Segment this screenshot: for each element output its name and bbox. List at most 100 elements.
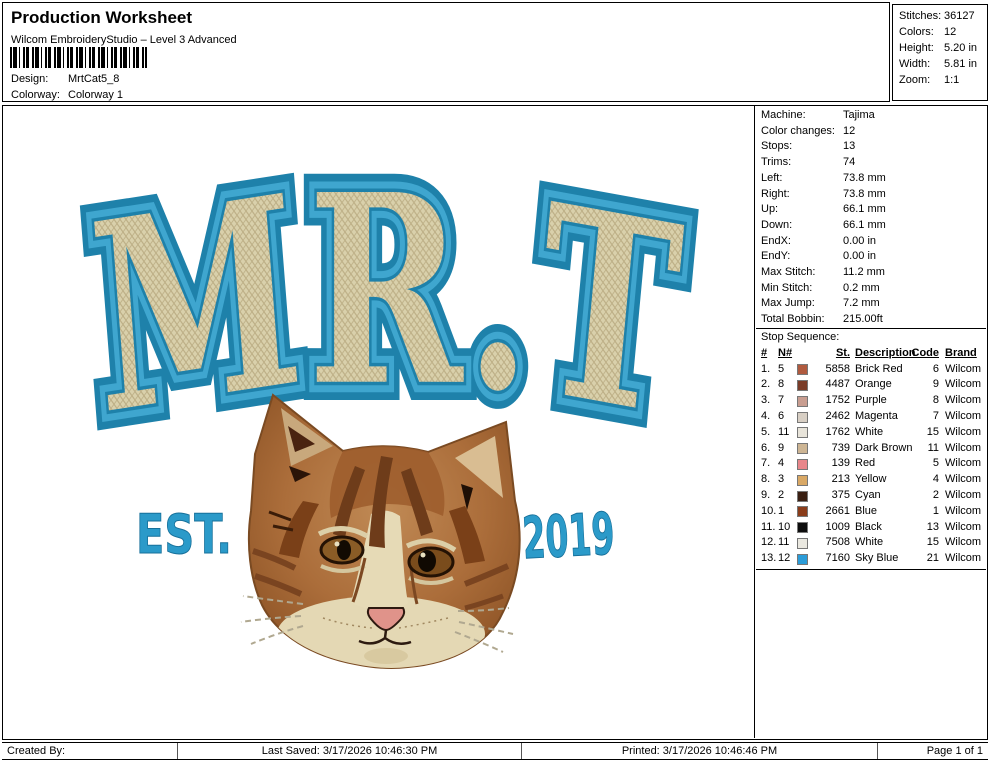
- design-stats-panel: Stitches: 36127 Colors: 12 Height: 5.20 in Wid…: [892, 4, 988, 101]
- machine-info-row-label: Stops:: [761, 140, 793, 153]
- thread-color-swatch: [797, 443, 808, 455]
- est-text: EST.: [136, 503, 232, 566]
- thread-brand: Wilcom: [945, 394, 982, 407]
- machine-panel: Machine: Tajima Color changes: 12 Stops: 13 Tr…: [756, 106, 986, 738]
- needle-number: 7: [778, 394, 785, 407]
- design-preview: MR.T MR.T MR.T MR.T EST. 2019: [3, 106, 755, 738]
- stop-sequence-row: 6. 9 739 Dark Brown 11 Wilcom: [756, 441, 986, 457]
- col-header-description: Description: [855, 346, 916, 359]
- stop-number: 8.: [761, 473, 771, 486]
- stop-sequence-row: 10. 1 2661 Blue 1 Wilcom: [756, 504, 986, 520]
- machine-info-row-value: Tajima: [843, 109, 875, 121]
- machine-info-row-label: Down:: [761, 218, 793, 231]
- stitch-count: 1009: [825, 520, 850, 533]
- thread-color-swatch: [797, 537, 808, 549]
- main-area: MR.T MR.T MR.T MR.T EST. 2019: [2, 105, 988, 740]
- thread-description: Orange: [855, 378, 892, 391]
- cat-whiskers: [240, 595, 514, 653]
- thread-code: 13: [926, 520, 939, 533]
- thread-brand: Wilcom: [945, 520, 982, 533]
- thread-color-swatch: [797, 379, 808, 391]
- thread-brand: Wilcom: [945, 489, 982, 502]
- stop-number: 3.: [761, 394, 771, 407]
- needle-number: 10: [778, 520, 791, 533]
- thread-description: Purple: [855, 394, 887, 407]
- machine-info-list: Machine: Tajima Color changes: 12 Stops: 13 Tr…: [756, 106, 986, 328]
- machine-info-row: Max Jump: 7.2 mm: [761, 296, 986, 312]
- thread-brand: Wilcom: [945, 378, 982, 391]
- machine-info-row: EndX: 0.00 in: [761, 234, 986, 250]
- colorway-row: Colorway: Colorway 1: [11, 89, 123, 101]
- thread-code: 15: [926, 425, 939, 438]
- stop-number: 9.: [761, 489, 771, 502]
- colorway-value: Colorway 1: [68, 89, 124, 101]
- thread-color-swatch: [797, 364, 808, 376]
- barcode-image: [10, 47, 147, 68]
- machine-info-row-value: 66.1 mm: [843, 218, 886, 231]
- stat-row-value: 12: [944, 26, 957, 38]
- thread-code: 15: [926, 536, 939, 549]
- thread-color-swatch: [797, 506, 808, 518]
- stat-row-label: Zoom:: [899, 74, 931, 86]
- thread-brand: Wilcom: [945, 362, 982, 375]
- machine-info-row: Machine: Tajima: [761, 108, 986, 124]
- swatch-cell: [797, 488, 814, 504]
- stop-number: 4.: [761, 410, 771, 423]
- thread-code: 5: [932, 457, 939, 470]
- stat-row-label: Colors:: [899, 26, 934, 38]
- design-value: MrtCat5_8: [68, 73, 120, 85]
- thread-description: Dark Brown: [855, 441, 913, 454]
- stitch-count: 139: [831, 457, 850, 470]
- stitch-count: 2661: [825, 504, 850, 517]
- stat-row-label: Height:: [899, 42, 934, 54]
- machine-info-row-label: Min Stitch:: [761, 281, 813, 294]
- stop-sequence-header: # N# St. Description Code Brand: [756, 346, 986, 362]
- machine-info-row-label: Right:: [761, 187, 790, 200]
- thread-description: Black: [855, 520, 882, 533]
- machine-info-row-value: 12: [843, 124, 856, 137]
- thread-brand: Wilcom: [945, 552, 982, 565]
- thread-code: 11: [927, 441, 939, 454]
- machine-info-row: Down: 66.1 mm: [761, 218, 986, 234]
- stop-sequence-row: 13. 12 7160 Sky Blue 21 Wilcom: [756, 551, 986, 567]
- machine-info-row-value: 73.8 mm: [843, 171, 886, 184]
- needle-number: 12: [778, 552, 791, 565]
- machine-info-row-value: 74: [843, 156, 856, 169]
- thread-color-swatch: [797, 395, 808, 407]
- machine-info-row-value: 66.1 mm: [843, 203, 886, 216]
- swatch-cell: [797, 551, 814, 567]
- thread-color-swatch: [797, 411, 808, 423]
- thread-description: Magenta: [855, 410, 898, 423]
- stop-sequence-row: 5. 11 1762 White 15 Wilcom: [756, 425, 986, 441]
- machine-info-row-label: Total Bobbin:: [761, 313, 825, 326]
- machine-info-row: Stops: 13: [761, 139, 986, 155]
- stat-row-value: 5.20 in: [944, 42, 978, 54]
- stop-sequence-row: 2. 8 4487 Orange 9 Wilcom: [756, 377, 986, 393]
- swatch-cell: [797, 425, 814, 441]
- svg-text:MR.T: MR.T: [82, 138, 693, 475]
- footer: Created By: Last Saved: 3/17/2026 10:46:…: [2, 742, 988, 760]
- embroidery-design: MR.T MR.T MR.T MR.T EST. 2019: [67, 123, 706, 669]
- needle-number: 11: [778, 425, 790, 438]
- stop-number: 10.: [761, 504, 777, 517]
- swatch-cell: [797, 535, 814, 551]
- swatch-cell: [797, 377, 814, 393]
- stat-row-value: 1:1: [944, 74, 960, 86]
- thread-color-swatch: [797, 522, 808, 534]
- stitch-count: 739: [831, 441, 850, 454]
- machine-info-row-value: 7.2 mm: [843, 297, 880, 310]
- cat-face-illustration: [240, 394, 521, 669]
- thread-description: White: [855, 425, 884, 438]
- machine-info-row: Total Bobbin: 215.00ft: [761, 312, 986, 328]
- thread-color-swatch: [797, 427, 808, 439]
- thread-description: Red: [855, 457, 876, 470]
- thread-code: 7: [932, 410, 939, 423]
- header: Production Worksheet Wilcom EmbroiderySt…: [2, 2, 890, 102]
- thread-brand: Wilcom: [945, 504, 982, 517]
- col-header-brand: Brand: [945, 346, 977, 359]
- year-text: 2019: [521, 500, 616, 573]
- stop-sequence-row: 7. 4 139 Red 5 Wilcom: [756, 456, 986, 472]
- thread-brand: Wilcom: [945, 441, 982, 454]
- machine-info-row-label: EndX:: [761, 234, 791, 247]
- thread-color-swatch: [797, 458, 808, 470]
